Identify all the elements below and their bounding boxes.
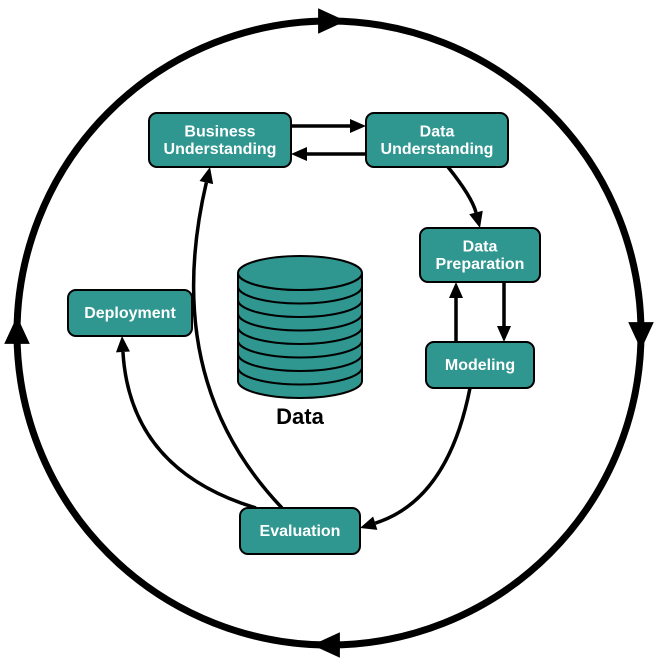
node-data-understanding: DataUnderstanding [366,113,508,167]
data-cylinder-label: Data [276,404,324,429]
arrowhead [350,119,366,133]
node-label: Evaluation [260,523,341,540]
edge [448,167,476,213]
outer-cycle-arrowhead [629,323,653,349]
node-deployment: Deployment [68,290,192,336]
arrowhead [200,167,214,184]
node-label: Understanding [381,141,494,158]
arrowhead [449,282,463,298]
data-cylinder: Data [238,256,362,429]
crisp-dm-diagram: DataBusinessUnderstandingDataUnderstandi… [0,0,658,666]
outer-cycle-arrowhead [313,633,339,657]
node-label: Preparation [436,256,525,273]
edge [123,352,256,508]
arrowhead [291,147,307,161]
node-label: Deployment [84,305,176,322]
node-label: Business [184,123,255,140]
arrowhead [497,326,511,342]
node-evaluation: Evaluation [240,508,360,554]
outer-cycle-arrowhead [319,9,345,33]
arrowhead [469,211,483,228]
node-label: Data [463,238,498,255]
node-label: Modeling [445,357,515,374]
node-label: Data [420,123,455,140]
node-label: Understanding [164,141,277,158]
node-data-preparation: DataPreparation [420,228,540,282]
node-business-understanding: BusinessUnderstanding [149,113,291,167]
node-modeling: Modeling [426,342,534,388]
outer-cycle-arrowhead [5,317,29,343]
edge [375,388,470,523]
arrowhead [116,336,130,352]
arrowhead [360,516,377,529]
